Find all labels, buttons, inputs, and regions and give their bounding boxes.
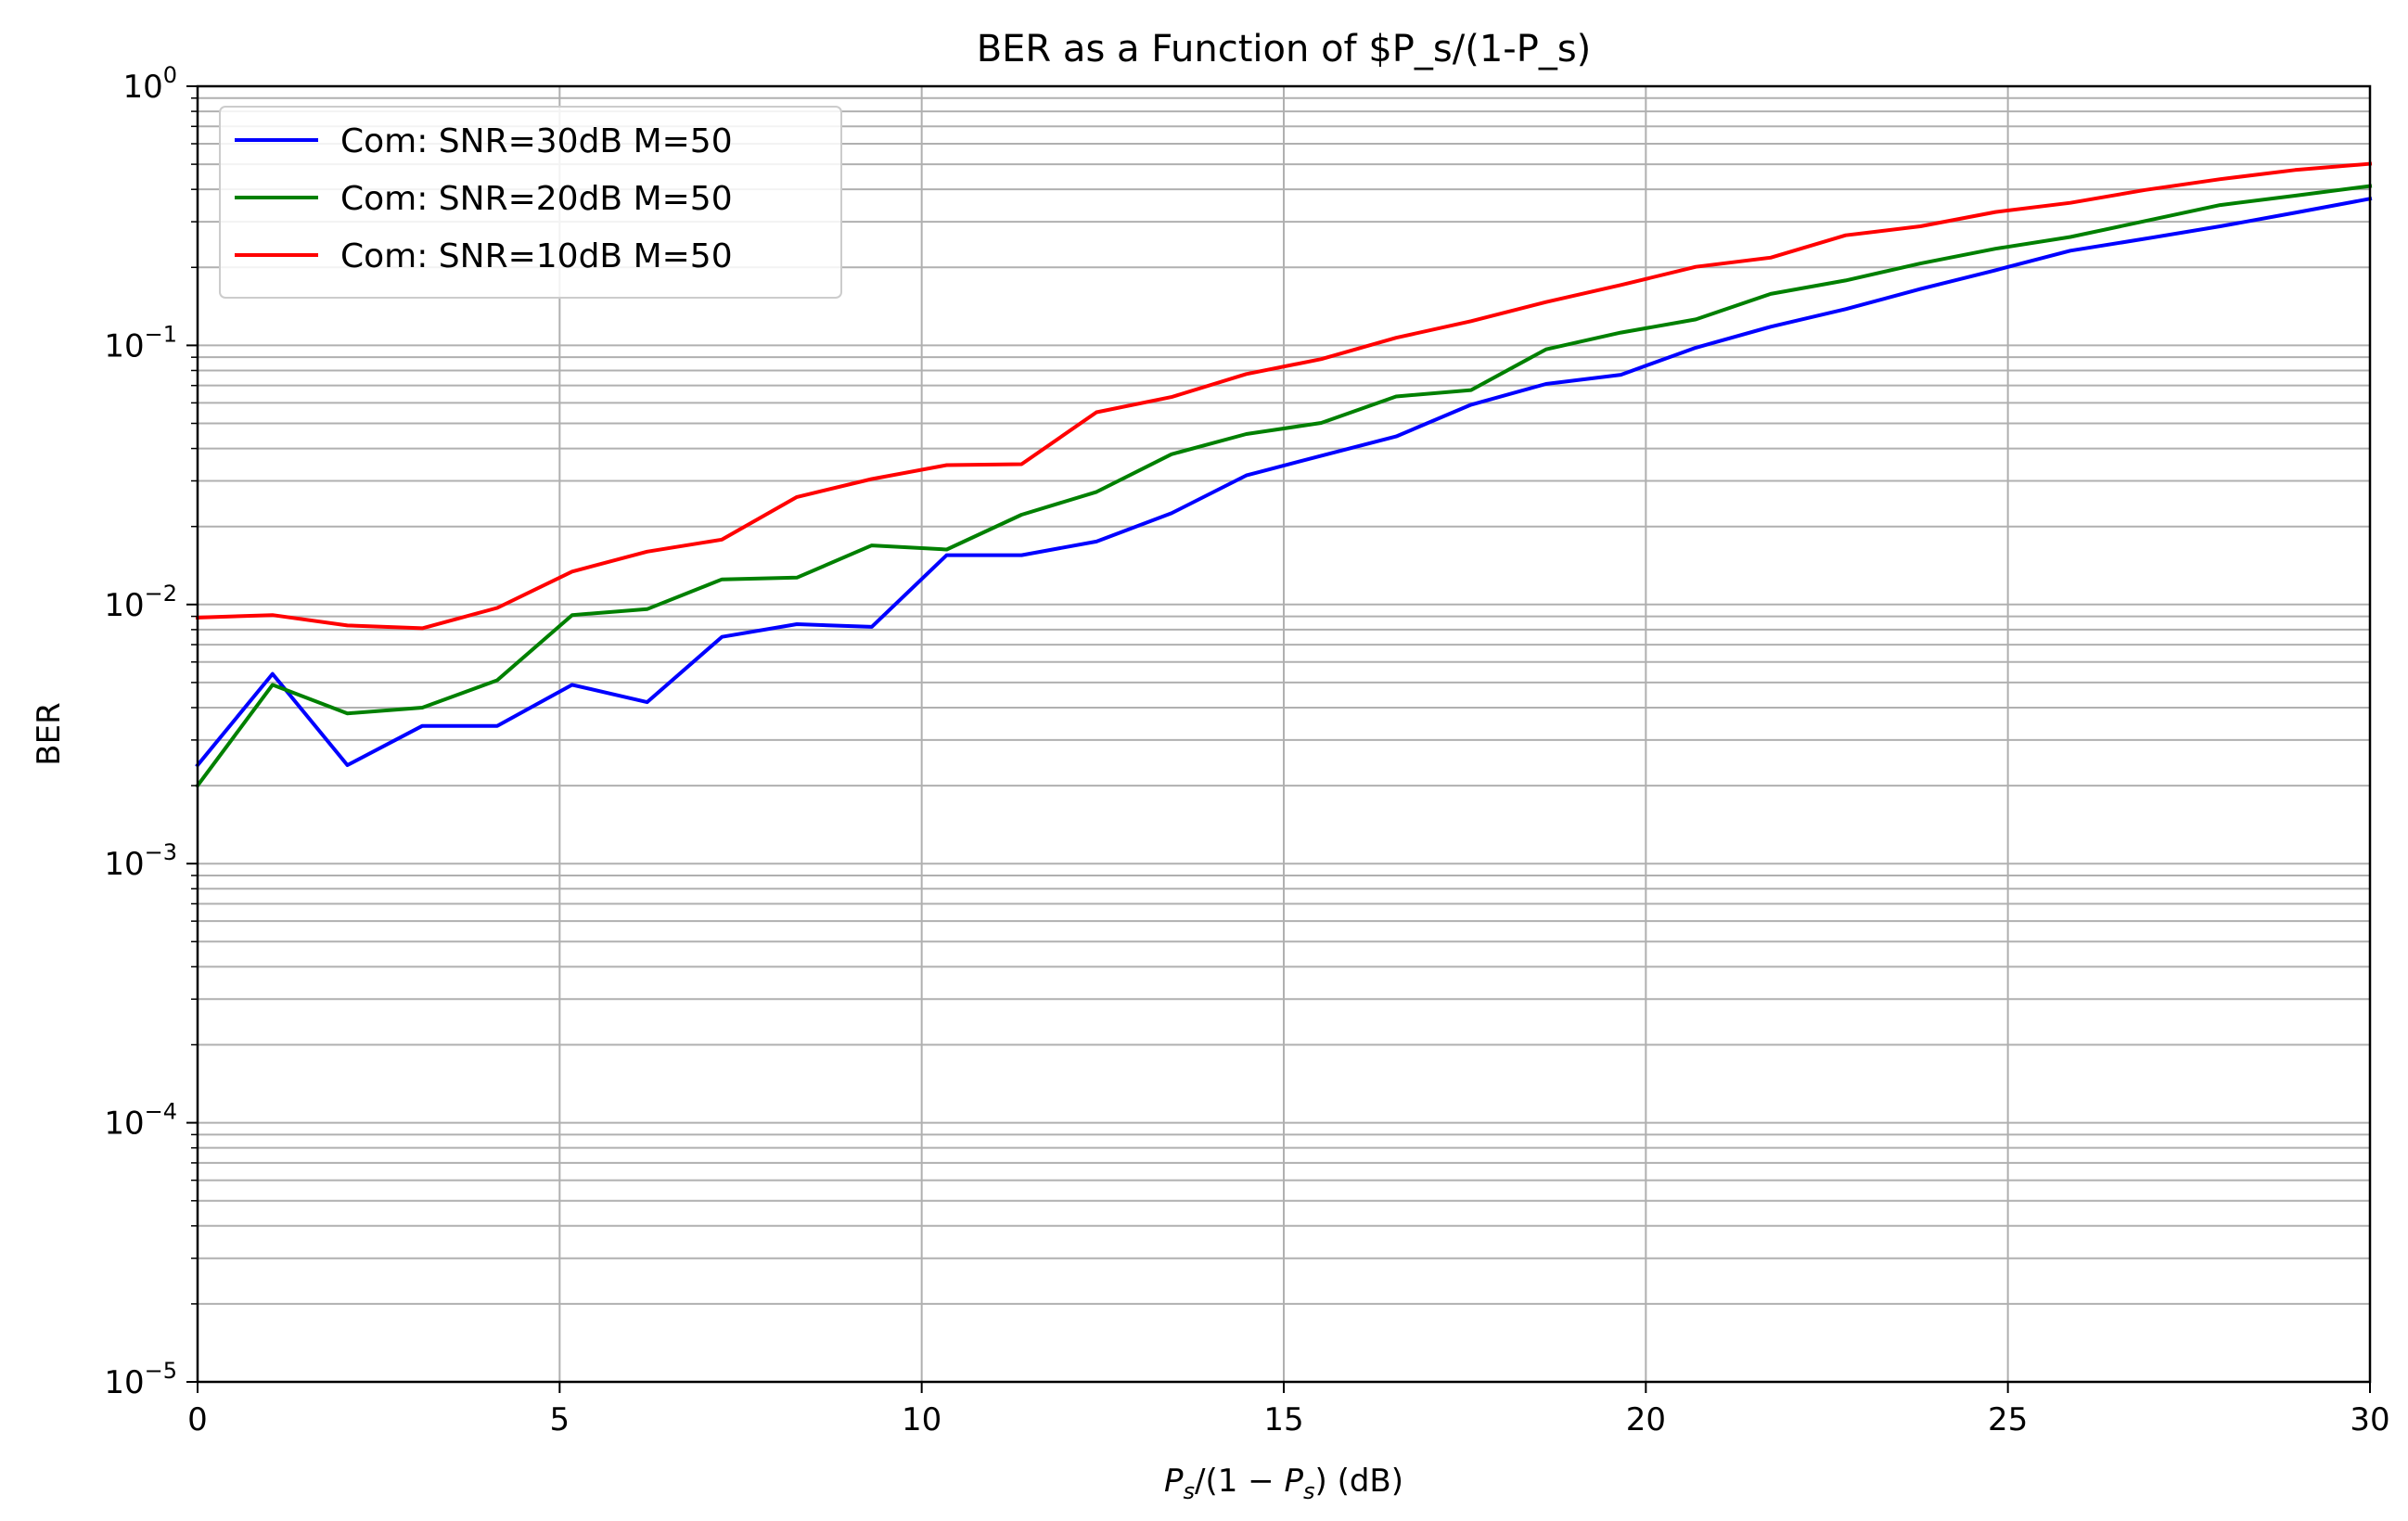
x-tick-label: 0 (187, 1401, 208, 1438)
x-label-part4: P (1284, 1463, 1303, 1500)
x-label-part6: ) (dB) (1315, 1463, 1404, 1500)
x-label-part5: s (1303, 1478, 1315, 1504)
y-tick-exponent: 0 (163, 62, 177, 88)
x-axis-label: Ps/(1 − Ps) (dB) (1164, 1463, 1403, 1504)
y-tick-label: 100 (122, 62, 177, 106)
legend-box (219, 106, 842, 299)
y-tick-label: 10−3 (104, 839, 177, 883)
x-tick-label: 25 (1988, 1401, 2028, 1438)
series-lines (195, 161, 2373, 788)
legend: Com: SNR=30dB M=50 Com: SNR=20dB M=50 Com:… (219, 106, 842, 299)
legend-label: Com: SNR=20dB M=50 (340, 180, 733, 218)
grid (197, 85, 2371, 1383)
y-tick-label: 10−1 (104, 321, 177, 364)
y-tick-base: 10 (104, 327, 144, 364)
series-line (195, 184, 2373, 788)
series-line (195, 161, 2373, 631)
x-tick-label: 30 (2350, 1401, 2389, 1438)
y-tick-label: 10−5 (104, 1358, 177, 1401)
x-label-part1: P (1164, 1463, 1184, 1500)
x-label-part2: s (1183, 1478, 1195, 1504)
x-label-part3: /(1 − (1195, 1463, 1284, 1500)
y-tick-exponent: −1 (145, 321, 177, 347)
legend-label: Com: SNR=30dB M=50 (340, 122, 733, 160)
x-tick-label: 5 (550, 1401, 570, 1438)
legend-label: Com: SNR=10dB M=50 (340, 237, 733, 275)
y-tick-label: 10−4 (104, 1099, 177, 1143)
y-tick-exponent: −3 (145, 839, 177, 865)
y-tick-base: 10 (104, 1364, 144, 1401)
y-axis-label: BER (31, 702, 68, 765)
series-line (195, 196, 2373, 768)
y-tick-base: 10 (104, 1106, 144, 1143)
y-tick-base: 10 (122, 69, 162, 106)
y-tick-label: 10−2 (104, 581, 177, 624)
x-tick-label: 20 (1626, 1401, 1666, 1438)
y-tick-exponent: −5 (145, 1358, 177, 1384)
legend-items: Com: SNR=30dB M=50 Com: SNR=20dB M=50 Com:… (235, 122, 733, 275)
x-tick-label: 10 (902, 1401, 941, 1438)
y-tick-exponent: −4 (145, 1099, 177, 1125)
chart-title: BER as a Function of $P_s/(1-P_s) (977, 28, 1592, 70)
y-tick-base: 10 (104, 846, 144, 883)
y-tick-exponent: −2 (145, 581, 177, 607)
y-tick-base: 10 (104, 587, 144, 624)
x-tick-label: 15 (1263, 1401, 1303, 1438)
